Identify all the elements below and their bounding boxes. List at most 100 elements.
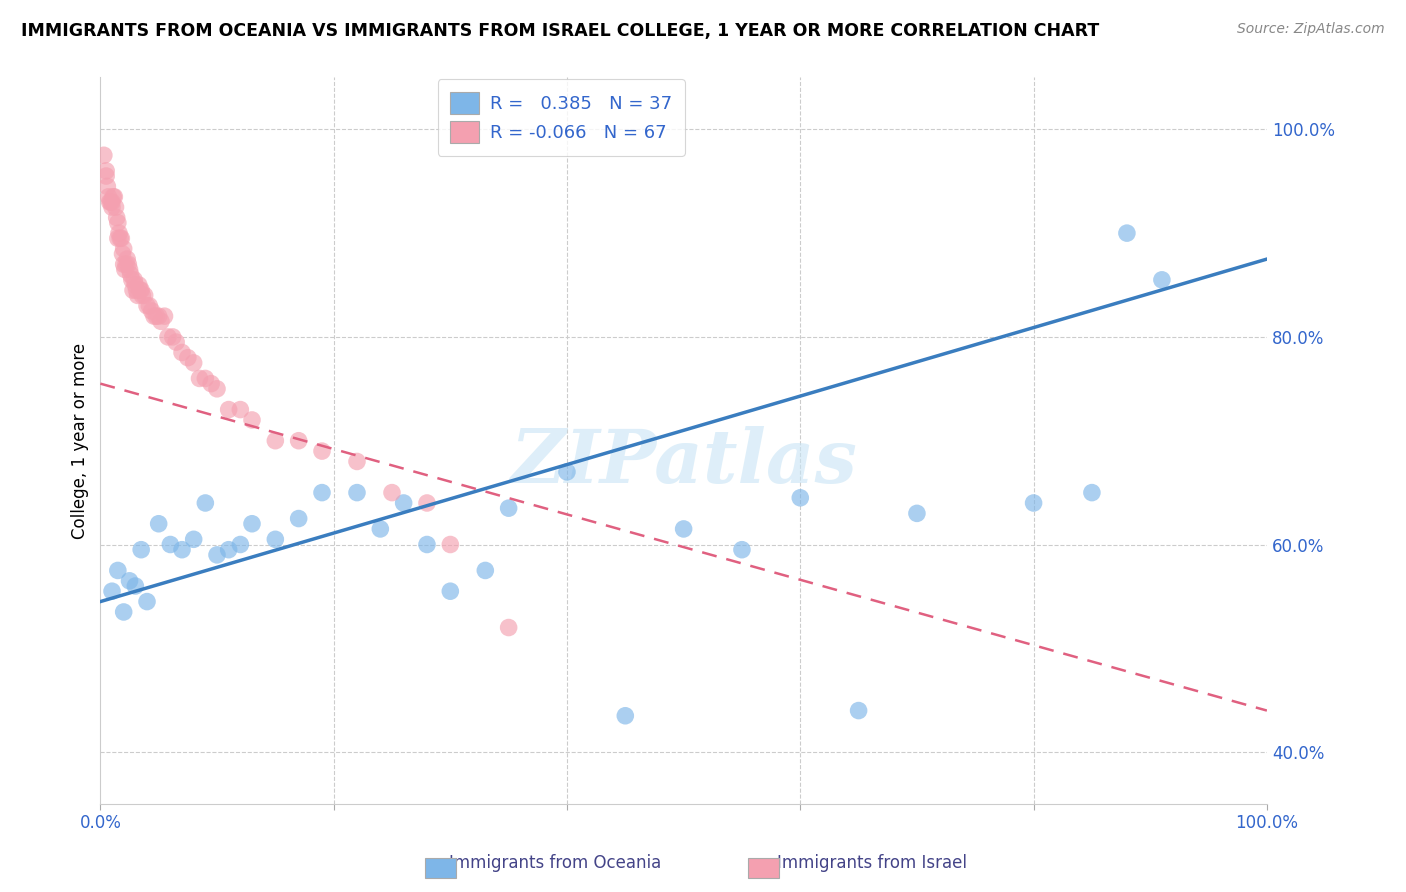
Point <box>112 605 135 619</box>
Point <box>1022 496 1045 510</box>
Point <box>93 148 115 162</box>
Point <box>498 621 520 635</box>
Point <box>287 511 309 525</box>
Point <box>118 262 141 277</box>
Point <box>264 434 287 448</box>
Point <box>122 273 145 287</box>
Point <box>381 485 404 500</box>
Point <box>392 496 415 510</box>
Point <box>614 708 637 723</box>
Point <box>1081 485 1104 500</box>
Point <box>200 376 222 391</box>
Point <box>103 190 125 204</box>
Point <box>96 164 118 178</box>
Text: ZIPatlas: ZIPatlas <box>510 426 858 499</box>
Point <box>128 278 150 293</box>
Point <box>105 211 128 225</box>
Point <box>218 402 240 417</box>
Point <box>112 257 135 271</box>
Point <box>218 542 240 557</box>
Point <box>731 542 754 557</box>
Point <box>124 579 146 593</box>
Point <box>98 194 121 209</box>
Point <box>101 194 124 209</box>
Point <box>121 273 143 287</box>
Point <box>177 351 200 365</box>
Point <box>143 309 166 323</box>
Point <box>138 299 160 313</box>
Point <box>107 216 129 230</box>
Point <box>120 268 142 282</box>
Point <box>122 283 145 297</box>
Point <box>104 200 127 214</box>
Point <box>108 231 131 245</box>
Point <box>101 200 124 214</box>
Point <box>129 283 152 297</box>
Point <box>240 516 263 531</box>
Point <box>103 190 125 204</box>
Point <box>97 190 120 204</box>
Point <box>183 533 205 547</box>
Point <box>205 548 228 562</box>
Y-axis label: College, 1 year or more: College, 1 year or more <box>72 343 89 539</box>
Point <box>110 231 132 245</box>
Point <box>131 288 153 302</box>
Point <box>129 283 152 297</box>
Point <box>672 522 695 536</box>
Point <box>148 309 170 323</box>
Point <box>183 356 205 370</box>
Legend: R =   0.385   N = 37, R = -0.066   N = 67: R = 0.385 N = 37, R = -0.066 N = 67 <box>437 79 685 156</box>
Point <box>311 485 333 500</box>
Point <box>1116 226 1139 240</box>
Point <box>165 335 187 350</box>
Text: IMMIGRANTS FROM OCEANIA VS IMMIGRANTS FROM ISRAEL COLLEGE, 1 YEAR OR MORE CORREL: IMMIGRANTS FROM OCEANIA VS IMMIGRANTS FR… <box>21 22 1099 40</box>
Point <box>124 278 146 293</box>
Point <box>229 402 252 417</box>
Point <box>474 564 496 578</box>
Point <box>162 330 184 344</box>
Point <box>115 252 138 266</box>
Point <box>117 257 139 271</box>
Point <box>368 522 391 536</box>
Point <box>287 434 309 448</box>
Point <box>498 501 520 516</box>
Point <box>129 542 152 557</box>
Point <box>170 542 193 557</box>
Point <box>229 537 252 551</box>
Point <box>96 179 118 194</box>
Point <box>107 231 129 245</box>
Point <box>96 169 118 183</box>
Point <box>170 345 193 359</box>
Point <box>127 288 149 302</box>
Point <box>136 594 159 608</box>
Point <box>188 371 211 385</box>
Point <box>346 485 368 500</box>
Point <box>141 304 163 318</box>
Point <box>159 537 181 551</box>
Point <box>416 496 439 510</box>
Point <box>905 507 928 521</box>
Point <box>111 247 134 261</box>
Point <box>311 444 333 458</box>
Point <box>205 382 228 396</box>
Point <box>156 330 179 344</box>
Point <box>555 465 578 479</box>
Point <box>194 496 217 510</box>
Point <box>114 262 136 277</box>
Point <box>153 309 176 323</box>
Point <box>848 704 870 718</box>
Point <box>125 283 148 297</box>
Point <box>1150 273 1173 287</box>
Point <box>194 371 217 385</box>
Point <box>100 194 122 209</box>
Point <box>136 299 159 313</box>
Point <box>264 533 287 547</box>
Point <box>439 537 461 551</box>
Point <box>134 288 156 302</box>
Text: Immigrants from Israel: Immigrants from Israel <box>776 855 967 872</box>
Point <box>416 537 439 551</box>
Point <box>789 491 811 505</box>
Text: Source: ZipAtlas.com: Source: ZipAtlas.com <box>1237 22 1385 37</box>
Point <box>108 226 131 240</box>
Point <box>118 574 141 588</box>
